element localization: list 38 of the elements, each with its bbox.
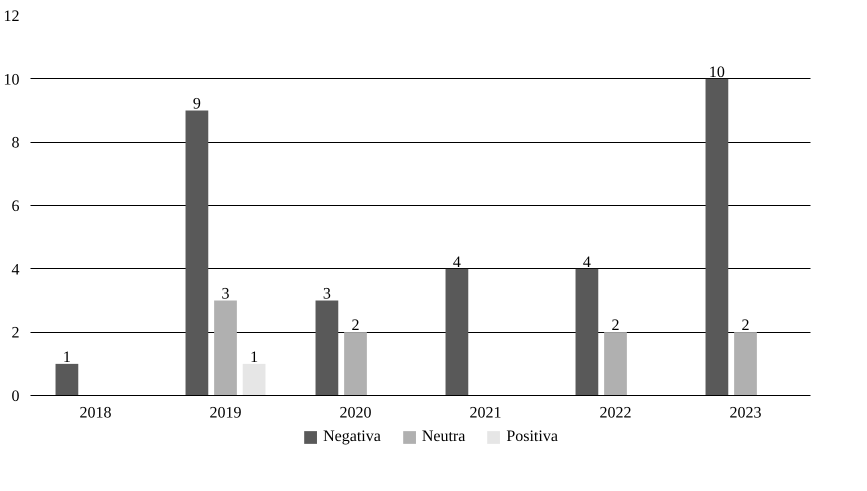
data-label: 1 bbox=[250, 348, 258, 366]
bar bbox=[604, 332, 627, 396]
bar bbox=[446, 268, 468, 396]
data-label: 3 bbox=[322, 286, 331, 302]
y-tick-label: 4 bbox=[12, 261, 20, 278]
y-tick-label: 12 bbox=[4, 8, 20, 25]
data-label: 4 bbox=[582, 254, 591, 271]
data-label: 3 bbox=[222, 286, 230, 302]
x-tick-label: 2018 bbox=[80, 404, 112, 422]
bar bbox=[734, 332, 757, 396]
x-tick-label: 2019 bbox=[210, 404, 242, 422]
bar bbox=[214, 300, 237, 396]
legend-label: Negativa bbox=[323, 428, 381, 446]
data-label: 4 bbox=[452, 254, 461, 271]
bar bbox=[576, 268, 598, 396]
bar bbox=[242, 364, 266, 396]
x-tick-label: 2021 bbox=[470, 404, 502, 422]
data-label: 2 bbox=[742, 317, 750, 334]
y-tick-label: 10 bbox=[4, 71, 20, 88]
x-tick-label: 2020 bbox=[340, 404, 372, 422]
bar bbox=[316, 300, 338, 396]
data-label: 2 bbox=[352, 317, 360, 334]
bar bbox=[56, 364, 78, 396]
bar bbox=[706, 78, 728, 396]
x-tick-label: 2023 bbox=[730, 404, 762, 422]
y-tick-label: 0 bbox=[12, 388, 20, 405]
legend-label: Neutra bbox=[422, 428, 466, 446]
bar bbox=[186, 110, 208, 396]
y-tick-label: 8 bbox=[12, 134, 20, 152]
data-label: 1 bbox=[62, 348, 71, 366]
y-tick-label: 2 bbox=[12, 324, 20, 342]
y-tick-label: 6 bbox=[12, 198, 20, 215]
data-label: 2 bbox=[612, 317, 620, 334]
bar bbox=[344, 332, 367, 396]
legend-label: Positiva bbox=[506, 428, 558, 446]
x-tick-label: 2022 bbox=[600, 404, 632, 422]
data-label: 10 bbox=[708, 64, 725, 81]
data-label: 9 bbox=[192, 96, 201, 112]
